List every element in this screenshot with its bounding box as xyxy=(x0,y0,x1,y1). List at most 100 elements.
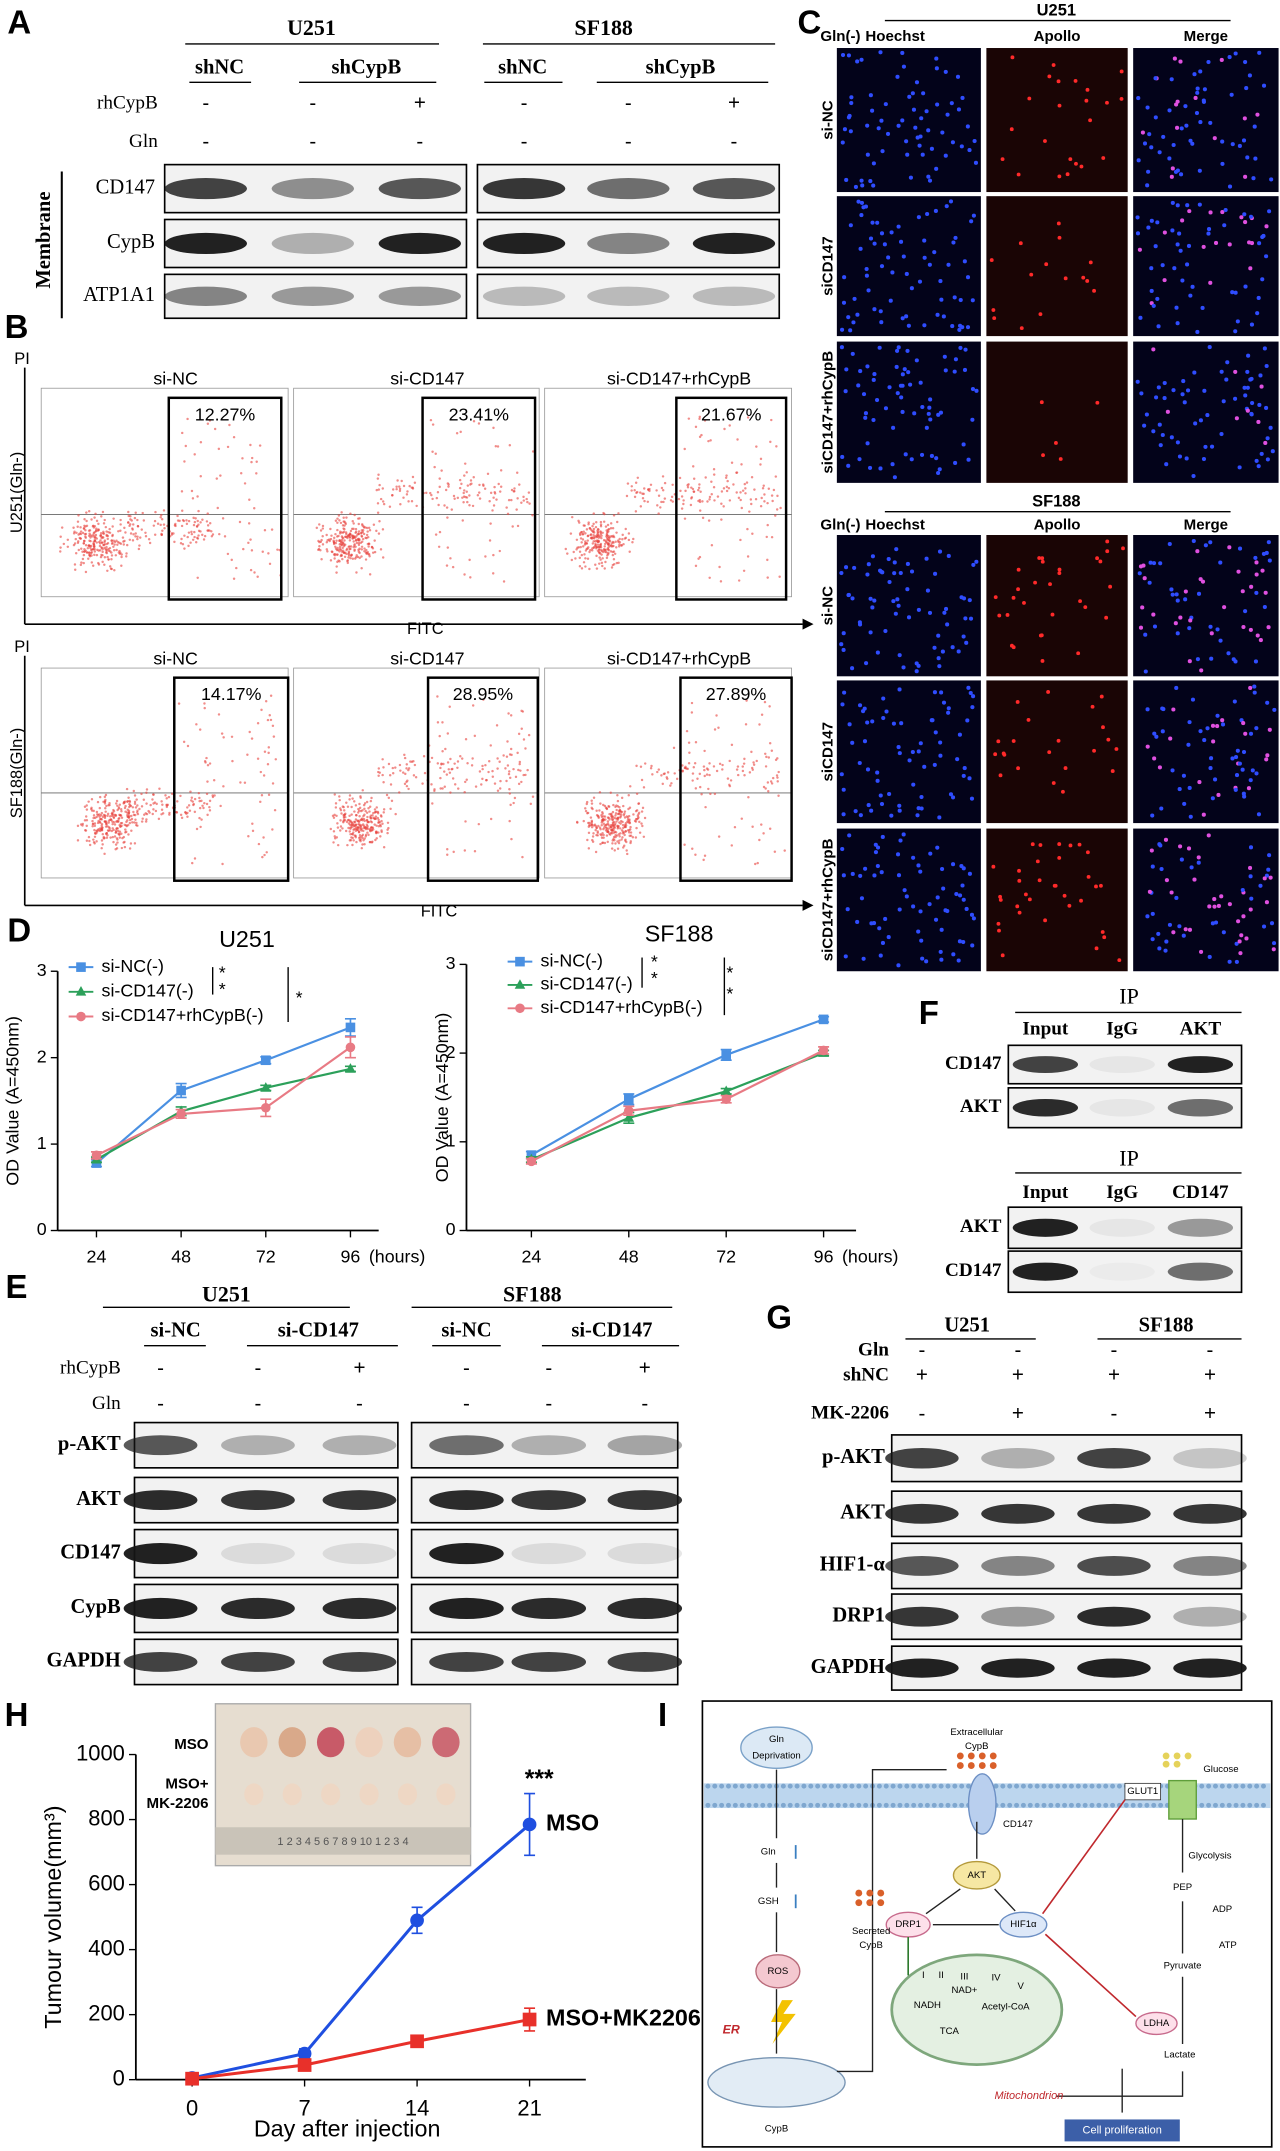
flow-event xyxy=(266,763,270,766)
nucleus xyxy=(858,813,863,818)
series-line xyxy=(530,1052,824,1161)
glucose-dot xyxy=(1173,1760,1181,1768)
nucleus xyxy=(884,709,889,714)
edu-cell xyxy=(1048,582,1052,587)
flow-event xyxy=(115,827,118,830)
row-label: SF188(Gln-) xyxy=(8,728,26,819)
treatment-sign: - xyxy=(625,92,632,115)
treatment-sign: - xyxy=(521,130,528,153)
flow-event xyxy=(120,564,123,567)
merged-cell xyxy=(1258,883,1263,888)
nucleus xyxy=(943,69,948,74)
lipid xyxy=(1000,1783,1006,1789)
flow-event xyxy=(577,521,581,524)
flow-event xyxy=(81,822,85,826)
flow-event xyxy=(118,833,121,837)
merged-cell xyxy=(1167,156,1172,161)
flow-event xyxy=(592,796,596,799)
flow-event xyxy=(346,561,350,565)
panel-letter: C xyxy=(798,3,822,40)
nucleus xyxy=(955,74,961,79)
flow-event xyxy=(602,538,606,542)
flow-event xyxy=(109,567,113,570)
significance-mark: * xyxy=(726,963,733,983)
edu-cell xyxy=(1065,172,1070,177)
nucleus xyxy=(908,175,913,180)
flow-event xyxy=(584,565,587,568)
edu-cell xyxy=(1041,453,1045,458)
band xyxy=(607,1543,683,1565)
flow-event xyxy=(708,773,711,777)
flow-event xyxy=(739,491,742,494)
flow-event xyxy=(352,540,355,543)
flow-event xyxy=(359,796,362,799)
blot-label: p-AKT xyxy=(58,1433,121,1455)
nucleus xyxy=(901,254,906,259)
edu-cell xyxy=(1092,288,1096,293)
flow-event xyxy=(633,489,636,492)
nucleus xyxy=(896,345,901,350)
flow-event xyxy=(621,820,624,824)
flow-event xyxy=(744,487,747,490)
micrograph xyxy=(986,828,1128,972)
flow-event xyxy=(273,808,277,812)
legend-label: si-CD147(-) xyxy=(102,981,194,1001)
flow-event xyxy=(107,558,110,561)
flow-event xyxy=(187,544,190,548)
edu-cell xyxy=(989,258,994,263)
flow-event xyxy=(678,476,682,480)
merged-cell xyxy=(1174,895,1179,901)
band xyxy=(1167,1098,1234,1117)
flow-event xyxy=(334,519,338,522)
flow-event xyxy=(596,529,599,533)
merged-cell xyxy=(1190,697,1196,702)
flow-event xyxy=(434,533,438,536)
flow-event xyxy=(206,422,210,425)
merged-cell xyxy=(1221,930,1226,935)
flow-event xyxy=(77,548,81,552)
merged-cell xyxy=(1136,158,1141,163)
edu-cell xyxy=(1005,613,1010,617)
merged-cell xyxy=(1177,231,1182,236)
nucleus xyxy=(961,773,966,778)
lipid xyxy=(883,1783,889,1789)
flow-event xyxy=(167,795,171,799)
nucleus xyxy=(969,912,975,917)
band xyxy=(587,232,670,255)
flow-event xyxy=(114,829,118,833)
flow-event xyxy=(318,523,321,526)
flow-event xyxy=(379,823,382,827)
flow-event xyxy=(340,543,344,546)
nucleus xyxy=(892,571,897,576)
merged-cell xyxy=(1144,412,1149,417)
nucleus xyxy=(897,803,902,808)
flow-event xyxy=(230,735,234,739)
flow-event xyxy=(702,858,705,862)
flow-event xyxy=(95,519,99,523)
lipid xyxy=(1000,1802,1006,1808)
flow-event xyxy=(361,809,364,812)
merged-cell xyxy=(1260,568,1265,573)
flow-event xyxy=(90,518,93,521)
band xyxy=(221,1597,295,1620)
lipid xyxy=(1144,1802,1150,1808)
band xyxy=(1077,1658,1151,1678)
flow-event xyxy=(594,828,597,832)
flow-event xyxy=(106,814,109,818)
treatment-sign: - xyxy=(545,1357,552,1380)
flow-event xyxy=(362,525,365,528)
flow-event xyxy=(591,549,594,552)
flow-event xyxy=(527,491,531,494)
flow-event xyxy=(270,528,274,531)
merged-cell xyxy=(1136,96,1141,101)
flow-event xyxy=(458,478,462,482)
nucleus xyxy=(965,325,971,330)
legend-marker xyxy=(75,986,87,996)
flow-event xyxy=(771,776,775,780)
flow-event xyxy=(338,545,342,549)
flow-event xyxy=(255,472,258,475)
flow-event xyxy=(377,831,380,834)
flow-event xyxy=(339,521,343,525)
treatment-sign: + xyxy=(639,1357,651,1380)
cypb-dot xyxy=(956,1762,964,1769)
